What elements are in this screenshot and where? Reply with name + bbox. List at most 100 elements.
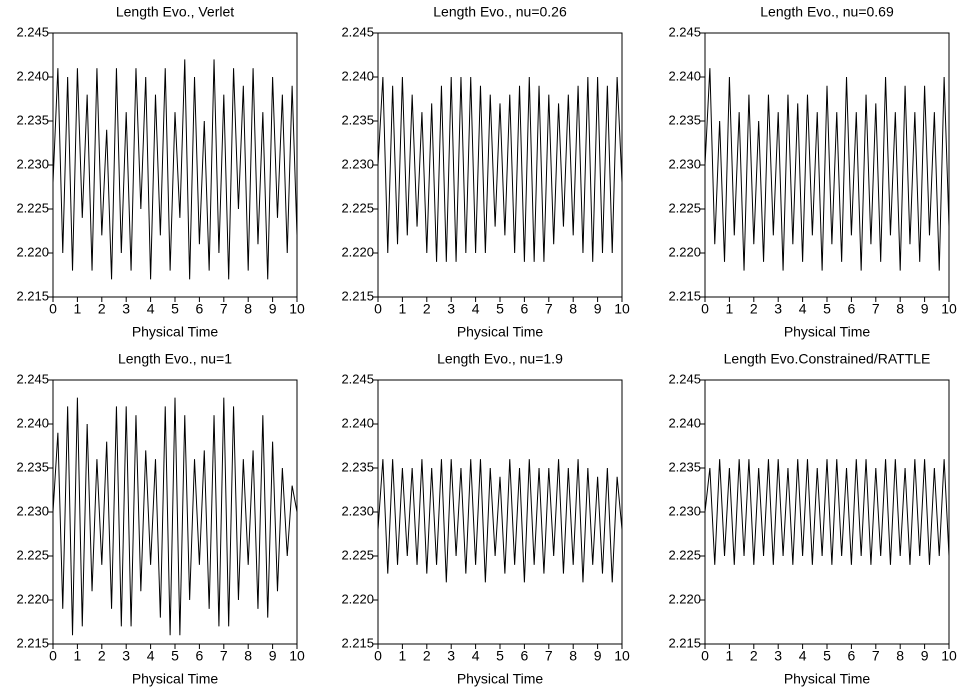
y-tick-label: 2.225 <box>668 547 701 562</box>
plot-frame <box>377 379 623 645</box>
y-tick-label: 2.230 <box>16 156 49 171</box>
x-tick-label: 3 <box>447 648 455 664</box>
subplot-title: Length Evo., nu=0.26 <box>433 4 567 20</box>
x-tick-label: 0 <box>701 648 709 664</box>
x-tick-label: 8 <box>896 648 904 664</box>
x-tick-label: 2 <box>423 301 431 317</box>
x-tick-label: 3 <box>122 648 130 664</box>
x-tick-label: 6 <box>196 301 204 317</box>
x-tick-label: 5 <box>496 648 504 664</box>
subplot-title: Length Evo., nu=1 <box>118 351 232 367</box>
x-tick-label: 9 <box>594 301 602 317</box>
x-tick-label: 8 <box>244 648 252 664</box>
x-axis-label: Physical Time <box>457 324 544 340</box>
x-tick-label: 0 <box>49 301 57 317</box>
subplot-title: Length Evo.Constrained/RATTLE <box>724 351 931 367</box>
x-tick-label: 6 <box>848 648 856 664</box>
subplot: Length Evo., Verlet Physical Time 2.215 2.2… <box>16 4 305 340</box>
plot-frame <box>377 32 623 298</box>
x-tick-label: 4 <box>799 648 807 664</box>
y-tick-label: 2.245 <box>668 24 701 39</box>
y-tick-label: 2.240 <box>668 68 701 83</box>
y-tick-label: 2.225 <box>668 200 701 215</box>
x-tick-label: 6 <box>196 648 204 664</box>
y-tick-label: 2.215 <box>16 635 49 650</box>
x-tick-label: 1 <box>399 301 407 317</box>
x-axis-label: Physical Time <box>784 324 871 340</box>
x-tick-label: 5 <box>823 301 831 317</box>
x-tick-label: 10 <box>289 301 305 317</box>
y-tick-label: 2.220 <box>16 591 49 606</box>
y-tick-label: 2.220 <box>668 244 701 259</box>
y-tick-label: 2.235 <box>668 112 701 127</box>
subplot-title: Length Evo., nu=1.9 <box>437 351 563 367</box>
y-tick-label: 2.215 <box>341 288 374 303</box>
y-tick-label: 2.220 <box>668 591 701 606</box>
x-tick-label: 10 <box>614 648 630 664</box>
y-tick-label: 2.245 <box>16 24 49 39</box>
x-tick-label: 5 <box>171 301 179 317</box>
x-tick-label: 0 <box>701 301 709 317</box>
y-tick-label: 2.220 <box>16 244 49 259</box>
y-tick-label: 2.245 <box>341 24 374 39</box>
y-tick-label: 2.215 <box>341 635 374 650</box>
y-tick-label: 2.240 <box>16 415 49 430</box>
x-tick-label: 4 <box>147 301 155 317</box>
x-tick-label: 1 <box>726 301 734 317</box>
x-tick-label: 4 <box>147 648 155 664</box>
data-line <box>52 59 298 280</box>
x-tick-label: 0 <box>49 648 57 664</box>
y-tick-label: 2.240 <box>341 68 374 83</box>
x-tick-label: 5 <box>496 301 504 317</box>
y-tick-label: 2.240 <box>16 68 49 83</box>
y-tick-label: 2.245 <box>668 371 701 386</box>
x-tick-label: 8 <box>569 648 577 664</box>
x-tick-label: 9 <box>269 301 277 317</box>
plot-frame <box>704 379 950 645</box>
x-tick-label: 10 <box>614 301 630 317</box>
x-axis-label: Physical Time <box>457 671 544 687</box>
x-tick-label: 9 <box>269 648 277 664</box>
y-tick-label: 2.215 <box>668 635 701 650</box>
x-tick-label: 7 <box>872 648 880 664</box>
x-tick-label: 6 <box>848 301 856 317</box>
x-tick-label: 9 <box>921 301 929 317</box>
y-tick-label: 2.215 <box>668 288 701 303</box>
x-tick-label: 5 <box>823 648 831 664</box>
x-tick-label: 8 <box>569 301 577 317</box>
x-tick-label: 1 <box>74 301 82 317</box>
x-tick-label: 8 <box>244 301 252 317</box>
x-tick-label: 10 <box>941 301 957 317</box>
x-tick-label: 7 <box>872 301 880 317</box>
y-tick-label: 2.245 <box>341 371 374 386</box>
y-tick-label: 2.240 <box>341 415 374 430</box>
x-tick-label: 1 <box>726 648 734 664</box>
subplot-title: Length Evo., nu=0.69 <box>760 4 894 20</box>
x-tick-label: 10 <box>289 648 305 664</box>
data-line <box>52 397 298 636</box>
x-tick-label: 3 <box>447 301 455 317</box>
x-tick-label: 7 <box>220 301 228 317</box>
x-tick-label: 1 <box>399 648 407 664</box>
subplot-title: Length Evo., Verlet <box>116 4 234 20</box>
subplot: Length Evo., nu=1.9 Physical Time 2.215 2.2… <box>341 351 630 687</box>
x-tick-label: 10 <box>941 648 957 664</box>
subplot: Length Evo.Constrained/RATTLE Physical Ti… <box>668 351 957 687</box>
y-tick-label: 2.220 <box>341 591 374 606</box>
x-tick-label: 3 <box>774 301 782 317</box>
y-tick-label: 2.235 <box>341 459 374 474</box>
x-tick-label: 4 <box>472 648 480 664</box>
x-tick-label: 2 <box>98 648 106 664</box>
plot-frame <box>52 32 298 298</box>
y-tick-label: 2.220 <box>341 244 374 259</box>
subplot: Length Evo., nu=1 Physical Time 2.215 2.220… <box>16 351 305 687</box>
y-tick-label: 2.230 <box>668 503 701 518</box>
y-tick-label: 2.230 <box>341 503 374 518</box>
x-tick-label: 8 <box>896 301 904 317</box>
x-tick-label: 3 <box>122 301 130 317</box>
y-tick-label: 2.225 <box>341 200 374 215</box>
y-tick-label: 2.235 <box>16 459 49 474</box>
data-line <box>377 76 623 262</box>
x-tick-label: 1 <box>74 648 82 664</box>
